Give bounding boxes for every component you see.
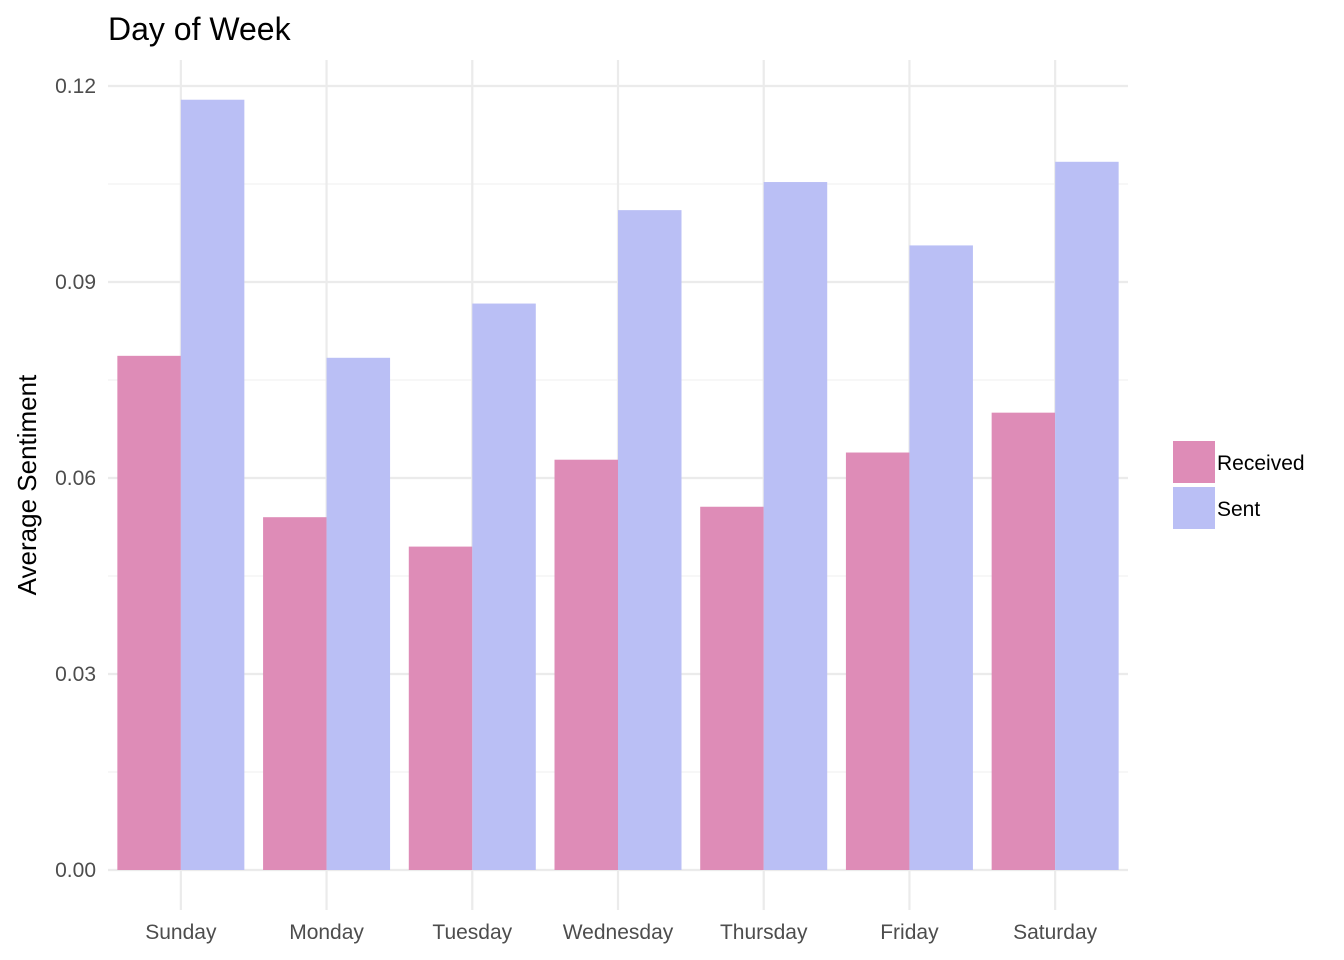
y-axis-ticks: 0.00 0.03 0.06 0.09 0.12	[55, 75, 96, 882]
bar-sent-monday	[326, 357, 391, 871]
bar-received-sunday	[117, 355, 181, 870]
bar-received-thursday	[700, 506, 764, 870]
bar-received-saturday	[991, 412, 1056, 870]
bar-sent-sunday	[180, 99, 245, 871]
bar-received-tuesday	[408, 546, 473, 870]
y-tick-label: 0.00	[55, 859, 96, 882]
x-tick-label: Friday	[880, 921, 939, 944]
x-tick-label: Tuesday	[432, 921, 512, 944]
legend-key-received	[1173, 441, 1215, 483]
bar-sent-thursday	[763, 182, 828, 871]
y-tick-label: 0.12	[55, 75, 96, 98]
bar-received-friday	[845, 452, 910, 870]
x-tick-label: Wednesday	[563, 921, 674, 944]
bar-sent-saturday	[1055, 161, 1119, 870]
bar-received-monday	[263, 517, 327, 870]
x-tick-label: Monday	[289, 921, 364, 944]
x-tick-label: Thursday	[720, 921, 808, 944]
x-tick-label: Saturday	[1013, 921, 1098, 944]
chart-title: Day of Week	[108, 11, 292, 47]
x-tick-label: Sunday	[145, 921, 217, 944]
bar-sent-wednesday	[618, 210, 682, 871]
bar-received-wednesday	[554, 459, 618, 870]
bars	[117, 99, 1119, 871]
y-axis-title: Average Sentiment	[12, 374, 42, 595]
legend: Received Sent	[1173, 441, 1305, 529]
bar-sent-friday	[909, 245, 973, 870]
y-tick-label: 0.09	[55, 271, 96, 294]
bar-sent-tuesday	[472, 303, 536, 870]
legend-key-sent	[1173, 487, 1215, 529]
x-axis-ticks: Sunday Monday Tuesday Wednesday Thursday Frid…	[145, 921, 1097, 944]
y-tick-label: 0.06	[55, 467, 96, 490]
y-tick-label: 0.03	[55, 663, 96, 686]
legend-label-sent: Sent	[1217, 498, 1260, 521]
legend-label-received: Received	[1217, 452, 1305, 475]
